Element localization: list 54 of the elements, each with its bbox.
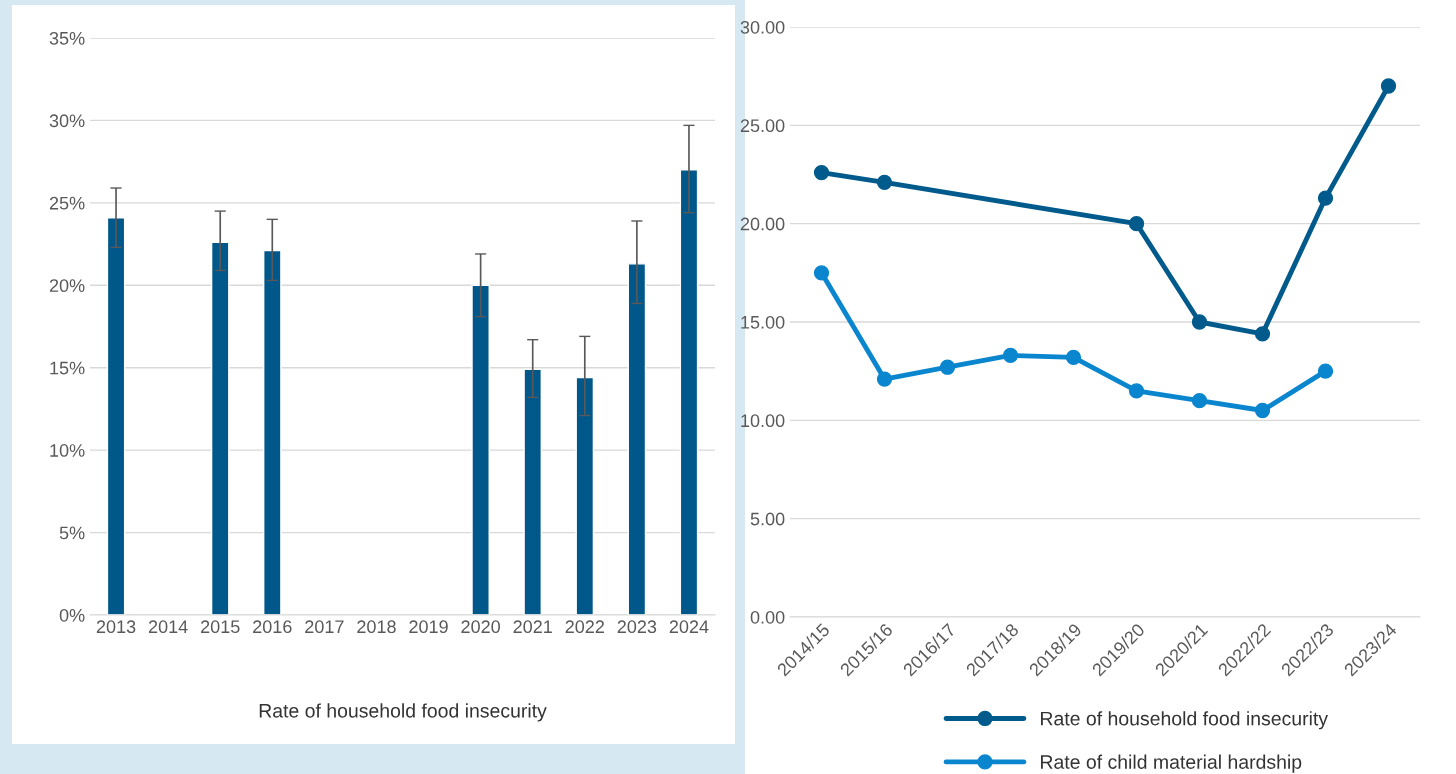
point xyxy=(1191,393,1208,409)
point xyxy=(1380,78,1397,94)
x-tick-label: 2015 xyxy=(201,620,240,634)
x-tick-label: 2016 xyxy=(253,620,292,634)
y-tick-label: 5.00 xyxy=(750,512,785,526)
point xyxy=(1128,383,1145,399)
point xyxy=(1317,190,1334,206)
y-tick-label: 0% xyxy=(59,608,85,622)
x-tick-label: 2021 xyxy=(513,620,552,634)
y-tick-label: 30% xyxy=(49,114,85,128)
bar xyxy=(627,263,647,615)
y-tick-label: 15.00 xyxy=(741,315,785,329)
point xyxy=(939,359,956,375)
y-tick-label: 10.00 xyxy=(741,414,785,428)
x-tick-label: 2014 xyxy=(148,620,188,634)
point xyxy=(813,265,830,281)
bar xyxy=(679,169,699,615)
y-tick-label: 30.00 xyxy=(740,20,785,34)
y-tick-label: 15% xyxy=(50,361,85,375)
y-tick-label: 35% xyxy=(49,31,85,45)
x-tick-label: 2020 xyxy=(461,620,500,634)
bar xyxy=(210,241,230,615)
bar xyxy=(471,284,490,615)
y-tick-label: 0.00 xyxy=(750,610,785,624)
point xyxy=(1128,216,1145,232)
bar xyxy=(575,376,595,615)
point xyxy=(1254,326,1271,342)
x-tick-label: 2018 xyxy=(357,620,396,634)
point xyxy=(1191,314,1208,330)
point xyxy=(1065,349,1082,366)
x-tick-label: 2022 xyxy=(565,620,604,634)
bar xyxy=(263,249,282,615)
x-tick-label: 2023 xyxy=(617,620,657,634)
x-tick-label: 2024 xyxy=(669,620,709,634)
x-tick-label: 2019 xyxy=(409,620,448,634)
legend-label: Rate of child material hardship xyxy=(1041,754,1302,773)
bar xyxy=(106,216,126,615)
point xyxy=(813,164,830,181)
point xyxy=(1254,402,1271,419)
y-tick-label: 10% xyxy=(50,444,85,457)
point xyxy=(876,371,893,387)
y-tick-label: 5% xyxy=(59,526,85,540)
bar xyxy=(523,368,542,615)
legend-label: Rate of household food insecurity xyxy=(1041,711,1329,730)
x-tick-label: 2017 xyxy=(305,620,344,634)
y-tick-label: 20.00 xyxy=(740,217,785,231)
point xyxy=(1317,363,1334,379)
y-tick-label: 25.00 xyxy=(740,119,785,133)
point xyxy=(876,174,893,191)
x-axis-title: Rate of household food insecurity xyxy=(259,703,547,722)
y-tick-label: 25% xyxy=(49,196,85,210)
y-tick-label: 20% xyxy=(49,279,85,293)
point xyxy=(1002,347,1019,364)
x-tick-label: 2013 xyxy=(96,620,136,634)
